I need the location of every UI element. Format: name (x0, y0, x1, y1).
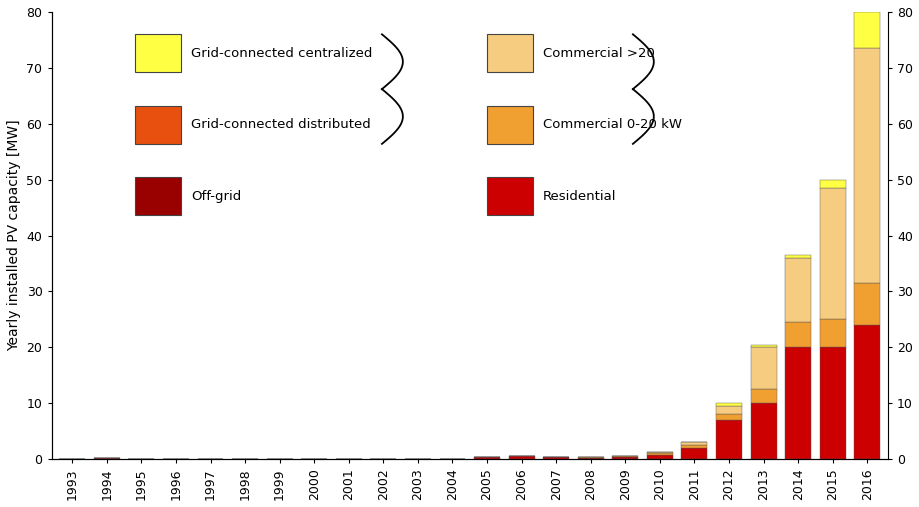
Bar (612, 457, 638, 459)
Text: Off-grid: Off-grid (191, 190, 241, 203)
FancyBboxPatch shape (135, 106, 181, 144)
Bar (854, 325, 879, 459)
Bar (646, 452, 672, 453)
FancyBboxPatch shape (135, 34, 181, 73)
Bar (94, 458, 119, 459)
Text: Residential: Residential (542, 190, 616, 203)
Bar (715, 403, 742, 406)
Text: Grid-connected distributed: Grid-connected distributed (191, 118, 370, 131)
FancyBboxPatch shape (135, 177, 181, 215)
Bar (854, 12, 879, 48)
Bar (819, 188, 845, 319)
Bar (508, 456, 534, 459)
Bar (819, 347, 845, 459)
Text: Grid-connected centralized: Grid-connected centralized (191, 47, 372, 60)
Bar (646, 455, 672, 459)
Bar (646, 453, 672, 455)
Text: Commercial >20: Commercial >20 (542, 47, 653, 60)
Bar (681, 445, 707, 448)
Bar (854, 48, 879, 283)
Bar (854, 283, 879, 325)
Bar (715, 414, 742, 420)
Bar (784, 258, 811, 322)
Bar (715, 420, 742, 459)
Bar (750, 403, 776, 459)
Bar (542, 457, 569, 459)
Bar (681, 443, 707, 445)
FancyBboxPatch shape (486, 34, 532, 73)
FancyBboxPatch shape (486, 177, 532, 215)
Bar (681, 448, 707, 459)
Bar (750, 347, 776, 389)
Bar (473, 457, 500, 459)
Bar (750, 345, 776, 347)
Text: Commercial 0-20 kW: Commercial 0-20 kW (542, 118, 681, 131)
Bar (819, 319, 845, 347)
Bar (577, 458, 603, 459)
FancyBboxPatch shape (486, 106, 532, 144)
Bar (784, 347, 811, 459)
Bar (715, 406, 742, 414)
Bar (784, 322, 811, 347)
Bar (784, 255, 811, 258)
Bar (750, 389, 776, 403)
Bar (577, 457, 603, 458)
Y-axis label: Yearly installed PV capacity [MW]: Yearly installed PV capacity [MW] (7, 120, 21, 351)
Bar (819, 179, 845, 188)
Bar (612, 456, 638, 457)
